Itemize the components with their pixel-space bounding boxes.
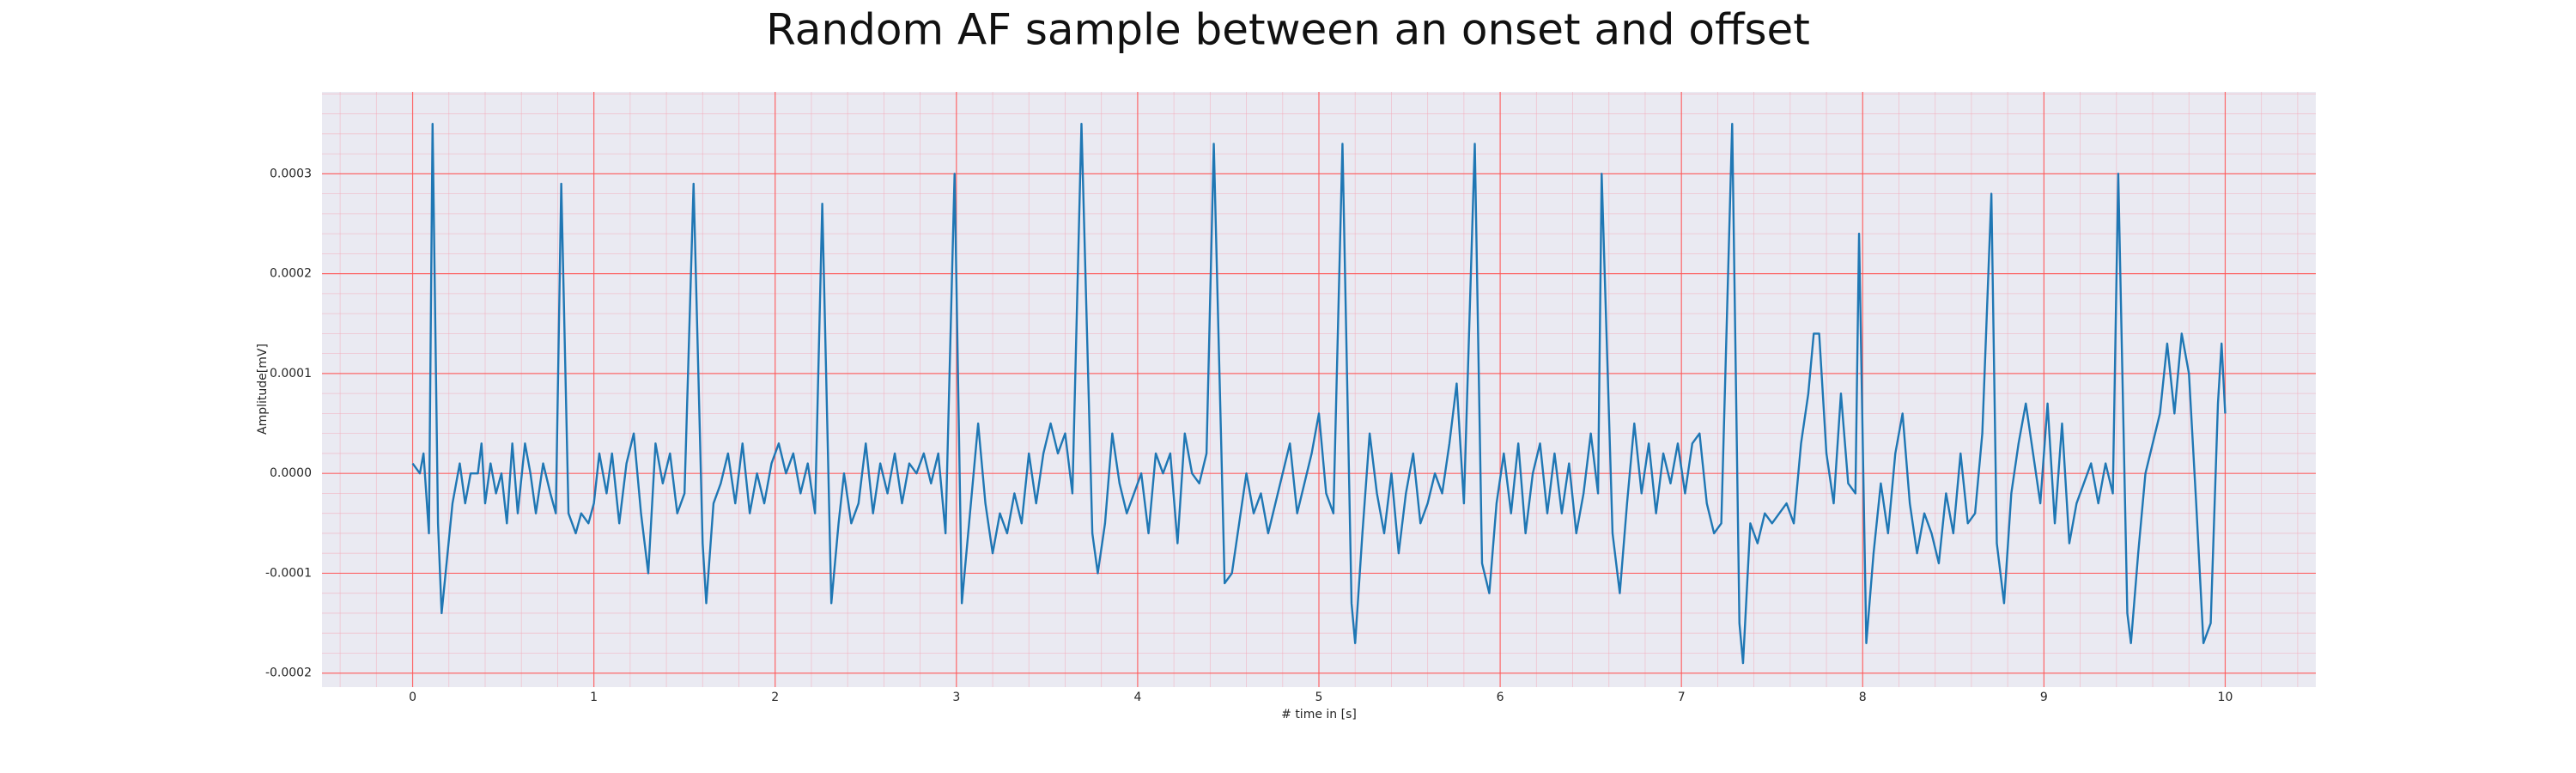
y-tick-label: -0.0002 [265,666,312,680]
x-tick-label: 4 [1133,691,1141,704]
y-tick-label: 0.0000 [270,466,312,480]
x-tick-label: 2 [771,691,779,704]
plot-marks [411,123,2227,665]
x-tick-label: 7 [1678,691,1686,704]
y-axis-title: Amplitude[mV] [256,344,270,435]
x-tick-label: 8 [1859,691,1867,704]
x-tick-label: 1 [590,691,598,704]
y-tick-label: -0.0001 [265,566,312,580]
x-axis-title: # time in [s] [1281,708,1357,721]
x-tick-label: 10 [2218,691,2233,704]
y-tick-label: 0.0002 [270,267,312,281]
x-tick-label: 6 [1497,691,1504,704]
x-tick-label: 9 [2040,691,2048,704]
grid [322,92,2316,687]
x-tick-label: 0 [409,691,416,704]
y-tick-label: 0.0003 [270,167,312,180]
tick-labels: 0 1 2 3 4 5 6 7 8 9 10 -0.0002 -0.0001 0.0000 0.0001 0.… [265,167,2233,704]
x-tick-label: 5 [1315,691,1323,704]
signal-line [411,123,2227,665]
x-tick-label: 3 [952,691,960,704]
y-tick-label: 0.0001 [270,367,312,380]
chart-title: Random AF sample between an onset and of… [766,5,1810,55]
